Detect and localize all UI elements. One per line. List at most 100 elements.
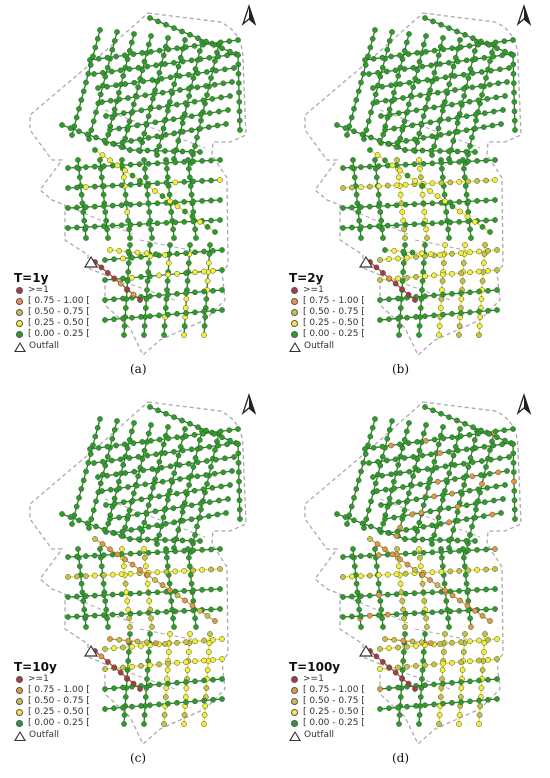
network-map: [304, 3, 532, 357]
manhole-node: [83, 468, 89, 475]
manhole-node: [409, 249, 416, 256]
manhole-node: [134, 511, 141, 518]
manhole-node: [174, 250, 180, 257]
manhole-node: [83, 553, 89, 559]
manhole-node: [152, 508, 159, 515]
manhole-node: [511, 108, 518, 115]
manhole-node: [138, 254, 144, 260]
manhole-node: [414, 50, 421, 56]
manhole-node: [511, 89, 517, 96]
manhole-node: [210, 267, 216, 274]
manhole-node: [179, 120, 186, 126]
manhole-node: [383, 68, 390, 75]
manhole-node: [403, 138, 410, 144]
manhole-node: [492, 177, 498, 183]
manhole-node: [438, 410, 444, 417]
manhole-node: [154, 220, 161, 227]
manhole-node: [374, 541, 381, 547]
manhole-node: [462, 31, 468, 38]
manhole-node: [139, 50, 146, 56]
manhole-node: [465, 607, 472, 614]
manhole-node: [139, 439, 146, 445]
manhole-node: [366, 203, 373, 210]
manhole-node: [126, 66, 133, 72]
manhole-node: [429, 133, 435, 140]
manhole-node: [174, 434, 180, 441]
manhole-node: [457, 37, 463, 43]
manhole-node: [206, 640, 213, 646]
manhole-node: [510, 441, 516, 447]
manhole-node: [202, 314, 209, 320]
pipe: [342, 608, 496, 618]
manhole-node: [217, 177, 223, 183]
manhole-node: [427, 577, 433, 583]
manhole-node: [174, 101, 180, 108]
manhole-node: [87, 62, 94, 68]
manhole-node: [478, 685, 485, 691]
manhole-node: [192, 309, 198, 316]
manhole-node: [76, 105, 82, 112]
manhole-node: [138, 663, 144, 669]
manhole-node: [365, 118, 372, 125]
manhole-node: [174, 592, 181, 599]
manhole-node: [425, 484, 431, 491]
manhole-node: [369, 424, 376, 431]
manhole-node: [391, 96, 398, 103]
manhole-node: [161, 117, 168, 124]
manhole-node: [463, 446, 470, 453]
manhole-node: [175, 138, 182, 144]
manhole-node: [190, 547, 197, 554]
manhole-node: [184, 278, 191, 284]
legend-row: [ 0.50 - 0.75 [: [14, 307, 90, 318]
manhole-node: [162, 305, 169, 311]
manhole-node: [472, 500, 479, 507]
manhole-node: [378, 217, 385, 224]
manhole-node: [109, 162, 116, 169]
manhole-node: [114, 551, 121, 558]
manhole-node: [182, 100, 189, 106]
manhole-node: [208, 197, 214, 204]
manhole-node: [183, 296, 190, 302]
catchment-boundary: [29, 12, 247, 357]
manhole-node: [217, 546, 223, 552]
manhole-node: [208, 606, 214, 613]
manhole-node: [102, 666, 108, 672]
manhole-node: [416, 130, 423, 137]
manhole-node: [511, 117, 518, 124]
manhole-node: [467, 309, 473, 316]
manhole-node: [217, 566, 223, 572]
manhole-node: [223, 510, 229, 516]
manhole-node: [386, 106, 393, 113]
manhole-node: [456, 323, 463, 329]
manhole-node: [422, 313, 428, 320]
manhole-node: [185, 649, 192, 655]
manhole-node: [399, 56, 406, 63]
manhole-node: [447, 568, 454, 575]
manhole-node: [382, 546, 388, 553]
manhole-node: [91, 612, 98, 619]
manhole-node: [152, 640, 159, 647]
manhole-node: [395, 255, 401, 262]
manhole-node: [353, 486, 360, 492]
manhole-node: [393, 533, 400, 539]
manhole-node: [122, 556, 128, 563]
manhole-node: [348, 114, 355, 121]
manhole-node: [420, 609, 427, 616]
manhole-node: [506, 454, 512, 460]
manhole-node: [69, 521, 75, 527]
manhole-node: [477, 314, 484, 320]
manhole-node: [191, 487, 198, 494]
manhole-node: [103, 502, 109, 508]
manhole-node: [415, 467, 422, 474]
manhole-node: [219, 434, 225, 441]
manhole-node: [105, 235, 111, 241]
manhole-node: [499, 441, 505, 448]
manhole-node: [120, 684, 126, 691]
manhole-node: [120, 275, 126, 282]
manhole-node: [358, 468, 364, 475]
manhole-node: [83, 593, 89, 599]
manhole-node: [380, 659, 386, 665]
pipe: [67, 588, 221, 598]
manhole-node: [382, 486, 389, 493]
manhole-node: [465, 209, 472, 215]
